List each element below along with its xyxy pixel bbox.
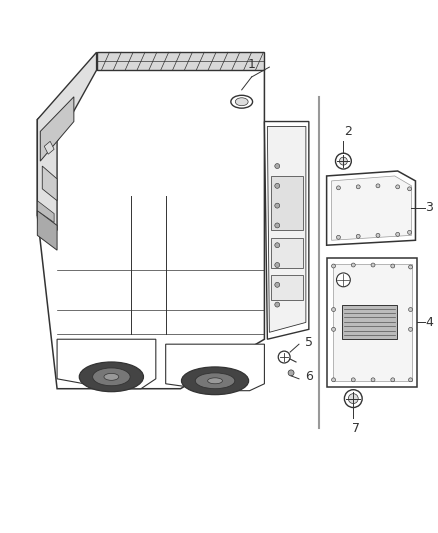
Circle shape	[288, 370, 294, 376]
Circle shape	[348, 394, 358, 403]
Circle shape	[275, 183, 280, 188]
Polygon shape	[57, 339, 156, 389]
Bar	[271, 238, 303, 268]
Circle shape	[344, 390, 362, 408]
Polygon shape	[42, 166, 57, 201]
Ellipse shape	[195, 373, 235, 389]
Polygon shape	[265, 122, 309, 339]
Text: 3: 3	[425, 201, 433, 214]
Circle shape	[336, 236, 340, 239]
Ellipse shape	[92, 368, 130, 386]
Bar	[271, 176, 303, 230]
Bar	[332, 264, 412, 381]
Text: 2: 2	[344, 125, 352, 138]
Circle shape	[275, 164, 280, 168]
Polygon shape	[37, 52, 96, 230]
Circle shape	[332, 378, 336, 382]
Circle shape	[275, 282, 280, 287]
Circle shape	[408, 230, 412, 235]
Text: 4: 4	[425, 316, 433, 329]
Polygon shape	[44, 141, 54, 154]
Text: 1: 1	[247, 58, 255, 71]
Circle shape	[396, 185, 400, 189]
Circle shape	[409, 327, 413, 332]
Ellipse shape	[231, 95, 253, 108]
Circle shape	[332, 308, 336, 311]
Circle shape	[376, 233, 380, 237]
Circle shape	[278, 351, 290, 363]
Bar	[327, 258, 417, 387]
Bar	[343, 304, 397, 339]
Polygon shape	[267, 126, 306, 332]
Circle shape	[356, 235, 360, 238]
Polygon shape	[332, 176, 412, 240]
Polygon shape	[37, 201, 54, 222]
Bar	[271, 275, 303, 300]
Circle shape	[275, 203, 280, 208]
Circle shape	[409, 265, 413, 269]
Circle shape	[356, 185, 360, 189]
Circle shape	[275, 223, 280, 228]
Circle shape	[396, 232, 400, 236]
Circle shape	[275, 302, 280, 307]
Polygon shape	[96, 52, 265, 70]
Circle shape	[351, 378, 355, 382]
Circle shape	[332, 327, 336, 332]
Circle shape	[391, 264, 395, 268]
Circle shape	[376, 184, 380, 188]
Polygon shape	[37, 211, 57, 250]
Text: 7: 7	[352, 422, 360, 435]
Ellipse shape	[104, 374, 119, 381]
Circle shape	[332, 264, 336, 268]
Circle shape	[339, 157, 347, 165]
Circle shape	[336, 186, 340, 190]
Circle shape	[409, 378, 413, 382]
Circle shape	[409, 308, 413, 311]
Text: 6: 6	[305, 370, 313, 383]
Circle shape	[408, 187, 412, 191]
Ellipse shape	[208, 378, 223, 384]
Polygon shape	[40, 97, 74, 161]
Circle shape	[371, 263, 375, 267]
Polygon shape	[327, 171, 416, 245]
Circle shape	[371, 378, 375, 382]
Ellipse shape	[79, 362, 144, 392]
Circle shape	[336, 273, 350, 287]
Polygon shape	[37, 70, 265, 389]
Circle shape	[275, 243, 280, 248]
Ellipse shape	[181, 367, 249, 394]
Text: 5: 5	[305, 336, 313, 349]
Circle shape	[391, 378, 395, 382]
Circle shape	[351, 263, 355, 267]
Circle shape	[275, 263, 280, 268]
Ellipse shape	[235, 98, 248, 106]
Polygon shape	[166, 344, 265, 391]
Circle shape	[336, 153, 351, 169]
